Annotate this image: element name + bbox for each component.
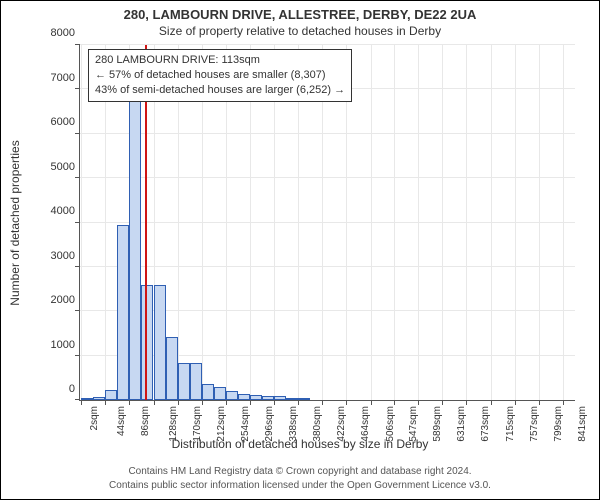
grid-line-v (466, 45, 467, 400)
grid-line-v (442, 45, 443, 400)
attribution-line-2: Contains public sector information licen… (1, 480, 599, 491)
x-tick-mark (418, 400, 419, 405)
x-tick-mark (563, 400, 564, 405)
y-tick-mark (75, 133, 80, 134)
callout-box: 280 LAMBOURN DRIVE: 113sqm← 57% of detac… (88, 49, 352, 102)
x-tick-mark (250, 400, 251, 405)
x-tick-mark (466, 400, 467, 405)
histogram-bar (202, 384, 214, 400)
histogram-bar (129, 98, 141, 400)
y-tick-mark (75, 44, 80, 45)
x-tick-mark (515, 400, 516, 405)
x-tick-mark (298, 400, 299, 405)
histogram-bar (166, 337, 178, 400)
callout-line: ← 57% of detached houses are smaller (8,… (95, 68, 345, 83)
plot-wrap: 2sqm44sqm86sqm128sqm170sqm212sqm254sqm29… (79, 45, 575, 401)
chart-title: 280, LAMBOURN DRIVE, ALLESTREE, DERBY, D… (1, 7, 599, 22)
x-tick-mark (442, 400, 443, 405)
histogram-bar (117, 225, 129, 400)
x-tick-label: 2sqm (89, 406, 100, 430)
x-tick-label: 86sqm (140, 406, 151, 436)
y-axis-ticks: 010002000300040005000600070008000 (45, 45, 79, 401)
attribution-line-1: Contains HM Land Registry data © Crown c… (1, 466, 599, 477)
x-tick-mark (491, 400, 492, 405)
y-tick-label: 2000 (51, 294, 75, 306)
histogram-bar (141, 285, 153, 400)
y-tick-mark (75, 355, 80, 356)
y-tick-mark (75, 310, 80, 311)
callout-line: 280 LAMBOURN DRIVE: 113sqm (95, 53, 345, 68)
x-tick-mark (154, 400, 155, 405)
y-tick-label: 6000 (51, 116, 75, 128)
grid-line-v (394, 45, 395, 400)
y-tick-mark (75, 88, 80, 89)
x-tick-mark (81, 400, 82, 405)
y-tick-mark (75, 222, 80, 223)
x-tick-mark (129, 400, 130, 405)
histogram-bar (262, 396, 274, 400)
y-tick-label: 5000 (51, 161, 75, 173)
histogram-bar (105, 390, 117, 400)
histogram-bar (226, 391, 238, 400)
x-tick-mark (202, 400, 203, 405)
grid-line-v (491, 45, 492, 400)
histogram-bar (81, 398, 93, 400)
histogram-bar (250, 395, 262, 400)
y-tick-label: 8000 (51, 27, 75, 39)
y-tick-mark (75, 266, 80, 267)
histogram-bar (274, 396, 286, 400)
x-tick-mark (178, 400, 179, 405)
x-tick-mark (371, 400, 372, 405)
y-tick-label: 4000 (51, 205, 75, 217)
x-tick-label: 44sqm (116, 406, 127, 436)
x-tick-mark (226, 400, 227, 405)
x-tick-mark (322, 400, 323, 405)
grid-line-v (563, 45, 564, 400)
plot-area: 2sqm44sqm86sqm128sqm170sqm212sqm254sqm29… (79, 45, 575, 401)
grid-line-v (371, 45, 372, 400)
chart-subtitle: Size of property relative to detached ho… (1, 24, 599, 38)
grid-line-v (539, 45, 540, 400)
histogram-bar (298, 398, 310, 400)
y-tick-label: 0 (69, 383, 75, 395)
histogram-bar (178, 363, 190, 400)
x-tick-mark (346, 400, 347, 405)
histogram-bar (154, 285, 166, 400)
grid-line-v (81, 45, 82, 400)
y-tick-label: 3000 (51, 250, 75, 262)
grid-line-v (418, 45, 419, 400)
histogram-bar (238, 394, 250, 400)
callout-line: 43% of semi-detached houses are larger (… (95, 83, 345, 98)
histogram-bar (214, 387, 226, 400)
histogram-bar (286, 398, 298, 400)
y-axis-label-wrap: Number of detached properties (1, 45, 27, 401)
y-tick-label: 1000 (51, 339, 75, 351)
x-tick-mark (274, 400, 275, 405)
y-axis-label: Number of detached properties (8, 140, 22, 305)
x-axis-label: Distribution of detached houses by size … (1, 437, 599, 451)
y-tick-mark (75, 177, 80, 178)
x-tick-mark (394, 400, 395, 405)
histogram-bar (190, 363, 202, 400)
figure-container: 280, LAMBOURN DRIVE, ALLESTREE, DERBY, D… (0, 0, 600, 500)
y-tick-label: 7000 (51, 72, 75, 84)
grid-line-v (515, 45, 516, 400)
x-tick-mark (539, 400, 540, 405)
x-tick-mark (105, 400, 106, 405)
histogram-bar (93, 397, 105, 400)
y-tick-mark (75, 399, 80, 400)
